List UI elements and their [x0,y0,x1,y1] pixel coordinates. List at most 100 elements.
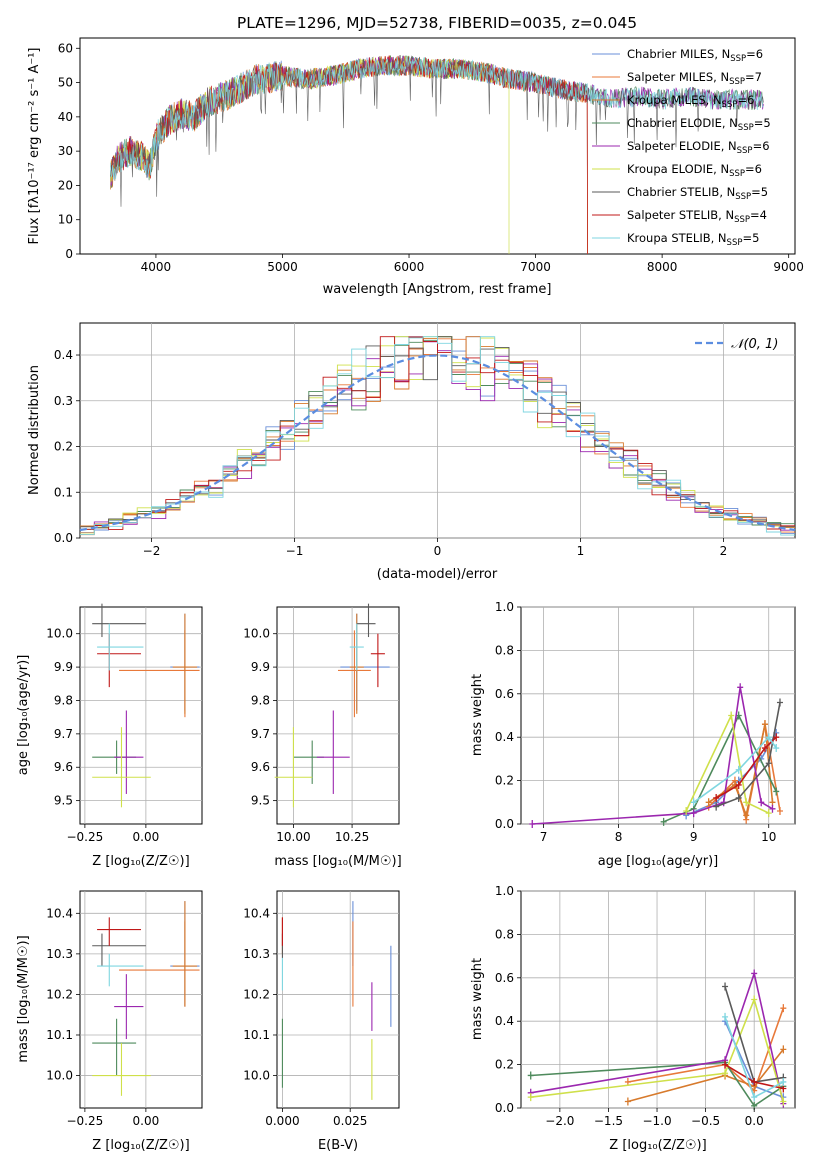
legend-label-1: Salpeter MILES, NSSP=7 [627,70,762,87]
legend-label-3: Chabrier ELODIE, NSSP=5 [627,116,771,133]
weight-vs-Z-series-marker [751,1077,758,1086]
mass-vs-Z-points [92,901,200,1096]
spectrum-ticks: 4000 5000 6000 7000 8000 9000 0 10 20 30 40 50 60 [58,41,804,274]
weight-vs-age-series-marker [761,744,768,753]
age-vs-mass-ytick-label: 9.7 [251,727,270,741]
residuals-xtick-label: 2 [720,544,728,558]
weight-vs-Z-series-line-2 [627,1048,784,1103]
weight-vs-Z-series-marker [751,995,758,1004]
spectrum-ytick-label: 40 [58,110,73,124]
weight-vs-age-xtick-label: 10 [761,830,776,844]
residuals-ylabel: Normed distribution [27,365,42,495]
weight-vs-age-series-line-6 [715,702,781,808]
weight-vs-Z-xlabel: Z [log₁₀(Z/Z☉)] [609,1138,706,1153]
mass-vs-ebv-ytick-label: 10.2 [243,987,270,1001]
spectrum-ytick-label: 30 [58,144,73,158]
age-vs-mass-ticks: 10.00 10.25 9.5 9.6 9.7 9.8 9.9 10.0 [243,627,369,844]
spectrum-ytick-label: 60 [58,41,73,55]
age-vs-mass-ytick-label: 10.0 [243,627,270,641]
weight-vs-age-xtick-label: 8 [615,830,623,844]
legend-label-8: Kroupa STELIB, NSSP=5 [627,231,759,248]
residuals-ytick-label: 0.2 [54,440,73,454]
weight-vs-age-ytick-label: 0.2 [495,774,514,788]
mass-vs-ebv-xtick-label: 0.025 [333,1114,367,1128]
weight-vs-Z-ytick-label: 0.2 [495,1058,514,1072]
age-vs-Z-ytick-label: 10.0 [46,627,73,641]
mass-vs-Z-axes [79,890,203,1109]
weight-vs-Z-series-marker [751,1093,758,1102]
mass-vs-Z-xtick-label: 0.00 [133,1114,160,1128]
spectrum-xtick-label: 8000 [647,260,678,274]
weight-vs-age-series-marker [660,817,667,826]
weight-vs-age-series-marker [743,798,750,807]
weight-vs-age-series-marker [735,793,742,802]
weight-vs-Z-series-marker [722,1012,729,1021]
mass-vs-ebv-ytick-label: 10.3 [243,947,270,961]
weight-vs-age-ytick-label: 0.4 [495,730,514,744]
spectrum-xtick-label: 4000 [141,260,172,274]
mass-vs-ebv-ticks: 0.000 0.025 10.0 10.1 10.2 10.3 10.4 [243,906,367,1128]
weight-vs-Z-lines [527,969,787,1110]
weight-vs-age-series-marker [735,780,742,789]
weight-vs-age-series-marker [728,711,735,720]
spectrum-ytick-label: 10 [58,213,73,227]
weight-vs-Z-series-marker [780,1097,787,1106]
weight-vs-age-series-marker [690,798,697,807]
legend-label-6: Chabrier STELIB, NSSP=5 [627,185,768,202]
weight-vs-Z-ytick-label: 0.0 [495,1101,514,1115]
weight-vs-Z-ytick-label: 0.6 [495,971,514,985]
weight-vs-age-series-marker [769,804,776,813]
mass-vs-ebv-ytick-label: 10.0 [243,1069,270,1083]
weight-vs-age-lines [529,683,783,828]
weight-vs-age-xlabel: age [log₁₀(age/yr)] [598,854,719,869]
age-vs-Z-ylabel: age [log₁₀(age/yr)] [16,655,31,776]
weight-vs-age-series-marker [773,744,780,753]
weight-vs-age-series-marker [713,802,720,811]
spectrum-xtick-label: 7000 [520,260,551,274]
mass-vs-ebv-panel: 0.000 0.025 10.0 10.1 10.2 10.3 10.4 E(B-V) [243,890,400,1153]
weight-vs-Z-series-line-3 [530,1061,784,1107]
residuals-legend: 𝒩(0, 1) [695,337,778,352]
age-vs-mass-ytick-label: 9.5 [251,794,270,808]
legend-label-7: Salpeter STELIB, NSSP=4 [627,208,767,225]
spectrum-xtick-label: 5000 [267,260,298,274]
weight-vs-Z-series-marker [722,1069,729,1078]
mass-vs-Z-xtick-label: −0.25 [66,1114,103,1128]
age-vs-Z-xtick-label: −0.25 [66,830,103,844]
mass-vs-Z-ytick-label: 10.1 [46,1028,73,1042]
mass-vs-ebv-grid [277,891,399,1108]
weight-vs-age-series-marker [765,733,772,742]
age-vs-Z-axes [79,606,203,825]
weight-vs-Z-ylabel: mass weight [470,958,485,1040]
weight-vs-Z-series-marker [751,969,758,978]
residual-histogram-6 [80,336,795,529]
spectrum-axes [79,37,796,255]
weight-vs-age-series-marker [776,698,783,707]
residuals-xtick-label: −2 [143,544,161,558]
weight-vs-age-series-marker [683,806,690,815]
weight-vs-age-ytick-label: 1.0 [495,600,514,614]
weight-vs-age-series-marker [737,683,744,692]
spectrum-xlabel: wavelength [Angstrom, rest frame] [323,282,552,297]
age-vs-mass-ytick-label: 9.9 [251,660,270,674]
weight-vs-Z-series-marker [780,1045,787,1054]
age-vs-Z-ytick-label: 9.8 [54,693,73,707]
age-vs-Z-ytick-label: 9.6 [54,760,73,774]
spectrum-line-8 [110,55,764,180]
weight-vs-age-xtick-label: 9 [690,830,698,844]
spectrum-ytick-label: 0 [65,247,73,261]
mass-vs-Z-ytick-label: 10.3 [46,947,73,961]
residuals-xtick-label: −1 [286,544,304,558]
residuals-xtick-label: 0 [434,544,442,558]
mass-vs-Z-ticks: −0.25 0.00 10.0 10.1 10.2 10.3 10.4 [46,906,159,1128]
residuals-ytick-label: 0.0 [54,531,73,545]
normal-legend-label: 𝒩(0, 1) [731,337,778,352]
weight-vs-Z-ytick-label: 0.4 [495,1014,514,1028]
mass-vs-Z-ytick-label: 10.2 [46,987,73,1001]
age-vs-mass-panel: 10.00 10.25 9.5 9.6 9.7 9.8 9.9 10.0 mass [log₁… [243,603,402,869]
age-vs-Z-ytick-label: 9.9 [54,660,73,674]
age-vs-Z-ytick-label: 9.5 [54,794,73,808]
spectrum-lines [110,55,764,255]
weight-vs-age-ytick-label: 0.6 [495,687,514,701]
residuals-ticks: −2 −1 0 1 2 0.0 0.1 0.2 0.3 0.4 [54,348,727,558]
